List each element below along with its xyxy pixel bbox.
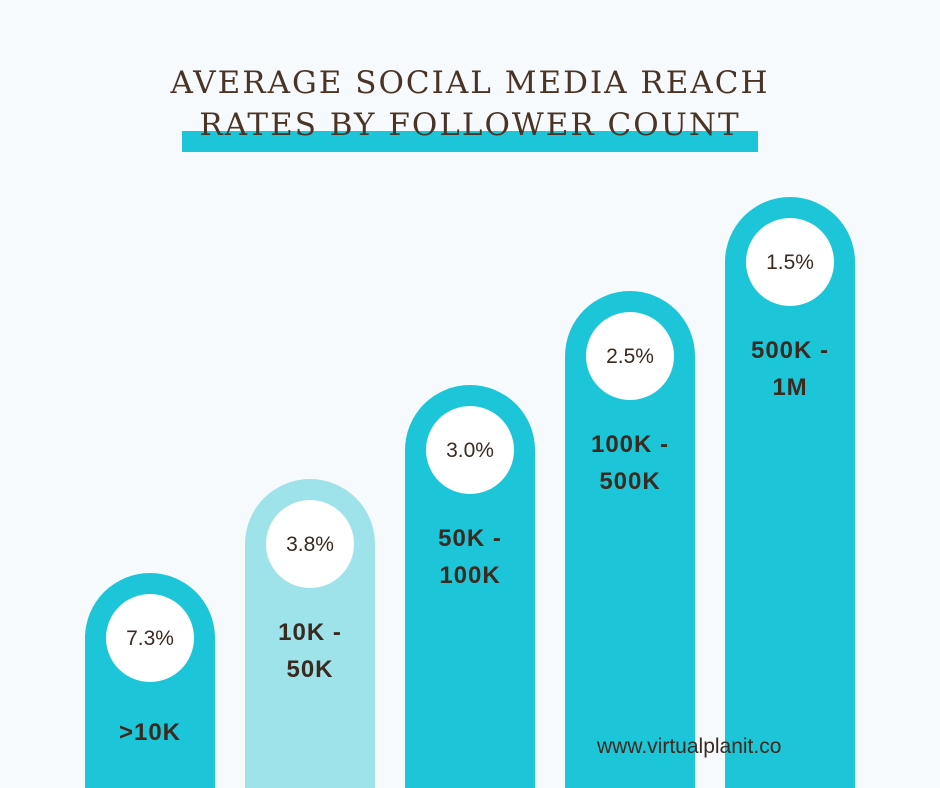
value-badge-3 [426, 406, 514, 494]
category-label-2-line-2: 50K [286, 656, 333, 683]
value-badge-5 [746, 218, 834, 306]
value-label-4: 2.5% [606, 345, 654, 368]
title-line-1: AVERAGE SOCIAL MEDIA REACH [170, 65, 770, 101]
bar-5 [725, 197, 855, 788]
category-label-3-line-2: 100K [439, 562, 500, 589]
value-badge-2 [266, 500, 354, 588]
category-label-5-line-1: 500K - [751, 337, 829, 364]
category-label-2-line-1: 10K - [278, 619, 342, 646]
title-line-2: RATES BY FOLLOWER COUNT [199, 107, 741, 143]
title-highlight [182, 131, 758, 152]
chart-title: AVERAGE SOCIAL MEDIA REACH RATES BY FOLL… [0, 62, 940, 146]
category-label-3-line-1: 50K - [438, 525, 502, 552]
value-badge-4 [586, 312, 674, 400]
category-label-1-line-1: >10K [119, 719, 181, 746]
value-badge-1 [106, 594, 194, 682]
category-label-5-line-2: 1M [772, 374, 807, 401]
value-label-2: 3.8% [286, 533, 334, 556]
category-label-4-line-2: 500K [599, 468, 660, 495]
bar-3 [405, 385, 535, 788]
value-label-1: 7.3% [126, 627, 174, 650]
category-label-4-line-1: 100K - [591, 431, 669, 458]
footer-website: www.virtualplanit.co [597, 735, 782, 758]
bar-4 [565, 291, 695, 788]
value-label-3: 3.0% [446, 439, 494, 462]
value-label-5: 1.5% [766, 251, 814, 274]
